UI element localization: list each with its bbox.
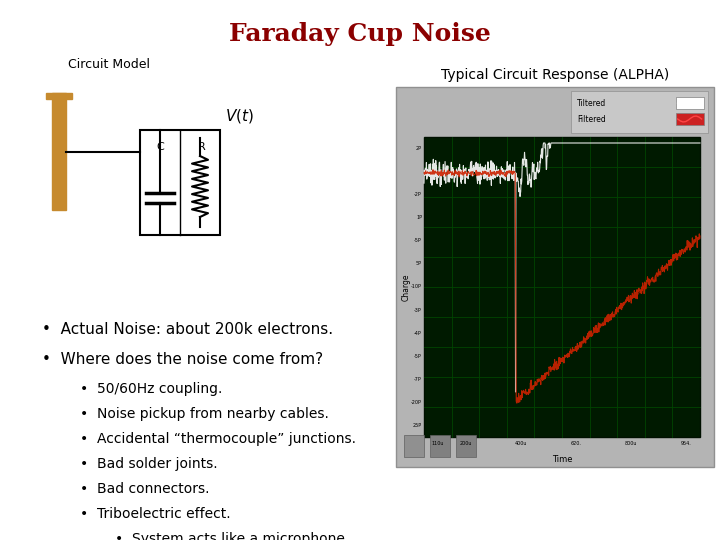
Bar	[675, 97, 703, 109]
Text: -3P: -3P	[414, 308, 422, 313]
Text: 400u: 400u	[514, 441, 527, 446]
Text: •  Noise pickup from nearby cables.: • Noise pickup from nearby cables.	[80, 407, 329, 421]
Text: 2P: 2P	[416, 146, 422, 151]
Text: •  Bad solder joints.: • Bad solder joints.	[80, 457, 217, 471]
Text: 5P: 5P	[416, 261, 422, 266]
Text: 110u: 110u	[431, 441, 444, 446]
Text: C: C	[156, 142, 164, 152]
Text: -5P: -5P	[414, 354, 422, 359]
Bar	[675, 113, 703, 125]
Text: 800u: 800u	[625, 441, 637, 446]
Text: -5P: -5P	[414, 238, 422, 244]
Text: -10P: -10P	[411, 285, 422, 289]
Bar	[396, 87, 714, 467]
Text: Charge: Charge	[402, 273, 410, 301]
Bar	[430, 435, 450, 457]
Text: 200u: 200u	[459, 441, 472, 446]
Text: •  Where does the noise come from?: • Where does the noise come from?	[42, 352, 323, 367]
Text: -7P: -7P	[414, 377, 422, 382]
Text: •  Accidental “thermocouple” junctions.: • Accidental “thermocouple” junctions.	[80, 432, 356, 446]
Bar	[46, 93, 72, 99]
Text: Filtered: Filtered	[577, 115, 606, 124]
Text: •  System acts like a microphone.: • System acts like a microphone.	[115, 532, 349, 540]
Text: 620.: 620.	[570, 441, 581, 446]
Text: •  Actual Noise: about 200k electrons.: • Actual Noise: about 200k electrons.	[42, 322, 333, 337]
Text: •  Bad connectors.: • Bad connectors.	[80, 482, 210, 496]
Text: Circuit Model: Circuit Model	[68, 58, 150, 71]
Bar	[571, 91, 708, 133]
Text: 954.: 954.	[681, 441, 692, 446]
Text: •  Triboelectric effect.: • Triboelectric effect.	[80, 507, 230, 521]
Text: 25P: 25P	[413, 423, 422, 428]
Text: -20P: -20P	[411, 400, 422, 405]
Text: R: R	[198, 142, 206, 152]
Text: Faraday Cup Noise: Faraday Cup Noise	[229, 22, 491, 46]
Bar	[140, 130, 220, 235]
Text: -2P: -2P	[414, 192, 422, 197]
Text: •  50/60Hz coupling.: • 50/60Hz coupling.	[80, 382, 222, 396]
Text: Tiltered: Tiltered	[577, 99, 606, 108]
Text: Typical Circuit Response (ALPHA): Typical Circuit Response (ALPHA)	[441, 68, 669, 82]
Text: -4P: -4P	[414, 330, 422, 336]
Bar	[424, 137, 700, 437]
Text: Time: Time	[552, 455, 572, 464]
Bar	[52, 93, 66, 210]
Bar	[404, 435, 424, 457]
Text: 1P: 1P	[416, 215, 422, 220]
Bar	[456, 435, 476, 457]
Text: $V(t)$: $V(t)$	[225, 107, 254, 125]
